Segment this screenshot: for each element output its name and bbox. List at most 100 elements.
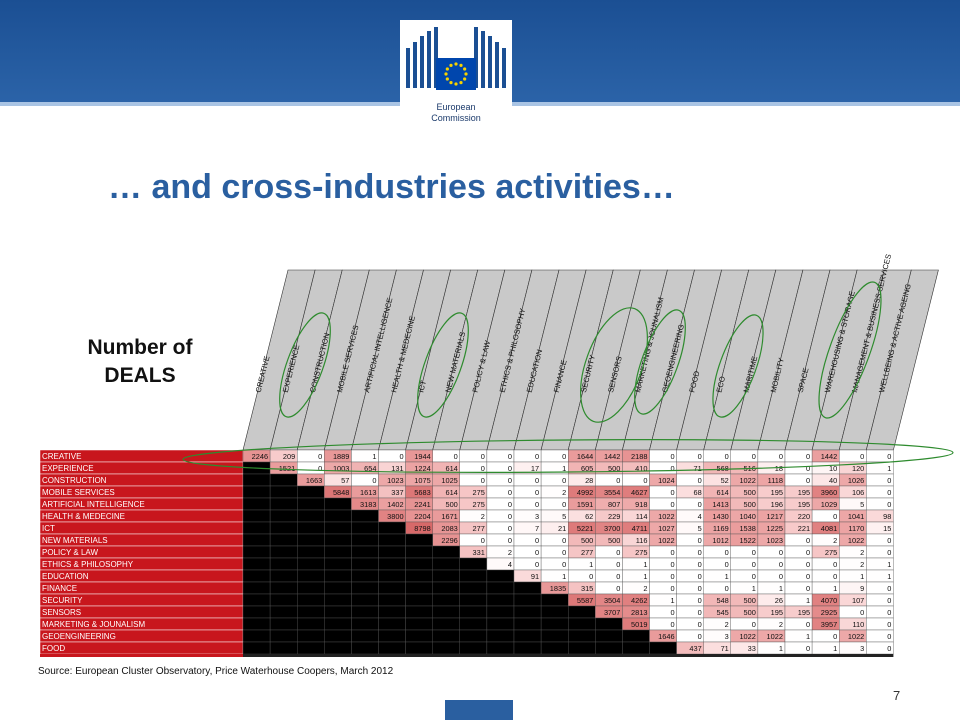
table-cell xyxy=(351,557,379,571)
table-cell-value: 500 xyxy=(608,536,620,545)
table-cell-value: 0 xyxy=(508,488,512,497)
row-header-label: CONSTRUCTION xyxy=(42,476,107,485)
row-header-label: MOBILE SERVICES xyxy=(42,488,115,497)
table-cell-value: 62 xyxy=(585,512,593,521)
table-cell xyxy=(432,641,461,655)
table-cell xyxy=(405,557,433,571)
table-cell xyxy=(405,545,433,559)
table-cell-value: 131 xyxy=(391,464,403,473)
table-cell xyxy=(622,641,650,655)
table-cell xyxy=(513,581,542,595)
table-cell xyxy=(242,521,271,535)
table-cell-value: 0 xyxy=(887,620,891,629)
table-cell-value: 0 xyxy=(616,584,620,593)
table-cell xyxy=(459,629,488,643)
table-cell-value: 196 xyxy=(771,500,783,509)
table-cell-value: 0 xyxy=(562,548,566,557)
table-cell-value: 0 xyxy=(887,548,891,557)
table-cell xyxy=(269,533,298,547)
table-cell xyxy=(324,497,352,511)
table-cell-value: 0 xyxy=(643,476,647,485)
row-header-label: MARKETING & JOUNALISM xyxy=(42,620,145,629)
table-cell-value: 0 xyxy=(752,572,756,581)
table-cell-value: 0 xyxy=(887,500,891,509)
table-cell xyxy=(269,569,298,583)
row-header-cell xyxy=(39,521,244,535)
table-cell-value: 1 xyxy=(372,452,376,461)
table-cell-value: 220 xyxy=(798,512,810,521)
table-cell-value: 2204 xyxy=(414,512,430,521)
table-cell xyxy=(378,533,406,547)
table-cell-value: 0 xyxy=(535,548,539,557)
table-cell xyxy=(242,557,271,571)
table-cell-value: 0 xyxy=(698,476,702,485)
eu-star-icon xyxy=(449,63,453,67)
table-cell-value: 1022 xyxy=(739,476,755,485)
table-cell xyxy=(242,569,271,583)
table-cell-value: 0 xyxy=(725,548,729,557)
table-cell xyxy=(378,617,406,631)
table-cell-value: 114 xyxy=(636,512,648,521)
table-cell-value: 106 xyxy=(852,488,864,497)
table-cell xyxy=(297,569,325,583)
table-cell-value: 1 xyxy=(562,572,566,581)
table-cell-value: 0 xyxy=(670,464,674,473)
table-cell-value: 315 xyxy=(581,584,593,593)
table-cell-value: 1040 xyxy=(739,512,755,521)
table-cell-value: 8798 xyxy=(414,524,430,533)
table-cell-value: 275 xyxy=(825,548,837,557)
table-cell-value: 1 xyxy=(833,644,837,653)
table-cell xyxy=(324,593,352,607)
table-cell-value: 1022 xyxy=(848,536,864,545)
table-cell-value: 3 xyxy=(535,512,539,521)
table-cell-value: 2 xyxy=(508,548,512,557)
table-cell-value: 614 xyxy=(445,488,457,497)
table-cell-value: 2 xyxy=(860,548,864,557)
source-note: Source: European Cluster Observatory, Pr… xyxy=(38,666,394,677)
table-cell xyxy=(351,593,379,607)
table-cell-value: 0 xyxy=(806,452,810,461)
table-cell-value: 568 xyxy=(716,464,728,473)
table-cell xyxy=(297,605,325,619)
table-cell-value: 0 xyxy=(779,548,783,557)
eu-star-icon xyxy=(459,81,463,85)
table-cell xyxy=(540,629,569,643)
table-cell-value: 3504 xyxy=(604,596,620,605)
table-cell-value: 0 xyxy=(535,476,539,485)
table-cell-value: 500 xyxy=(608,464,620,473)
table-cell xyxy=(269,617,298,631)
table-cell-value: 0 xyxy=(562,476,566,485)
table-cell xyxy=(297,485,325,499)
table-cell-value: 195 xyxy=(798,500,810,509)
table-cell xyxy=(540,593,569,607)
table-cell-value: 918 xyxy=(635,500,647,509)
table-cell-value: 1671 xyxy=(441,512,457,521)
eu-star-icon xyxy=(445,67,449,71)
table-cell-value: 4081 xyxy=(821,524,837,533)
table-cell-value: 33 xyxy=(748,644,756,653)
table-cell-value: 0 xyxy=(806,644,810,653)
table-cell-value: 0 xyxy=(562,500,566,509)
table-cell xyxy=(405,641,433,655)
table-cell xyxy=(324,521,352,535)
table-cell-value: 0 xyxy=(508,524,512,533)
table-cell xyxy=(540,641,569,655)
table-cell xyxy=(486,641,515,655)
table-cell xyxy=(432,617,461,631)
table-cell-value: 1613 xyxy=(360,488,376,497)
table-cell-value: 1644 xyxy=(577,452,593,461)
table-cell-value: 3800 xyxy=(387,512,403,521)
table-cell-value: 1663 xyxy=(306,476,322,485)
table-cell xyxy=(351,533,379,547)
table-cell-value: 0 xyxy=(887,584,891,593)
table-cell-value: 437 xyxy=(689,644,701,653)
table-cell-value: 2 xyxy=(833,536,837,545)
table-cell xyxy=(269,593,298,607)
table-cell-value: 1 xyxy=(806,596,810,605)
row-header-label: FOOD xyxy=(42,644,65,653)
table-cell-value: 0 xyxy=(481,452,485,461)
footer-bar xyxy=(445,700,513,720)
table-cell-value: 1835 xyxy=(550,584,566,593)
table-cell-value: 17 xyxy=(531,464,539,473)
table-cell-value: 1 xyxy=(779,584,783,593)
